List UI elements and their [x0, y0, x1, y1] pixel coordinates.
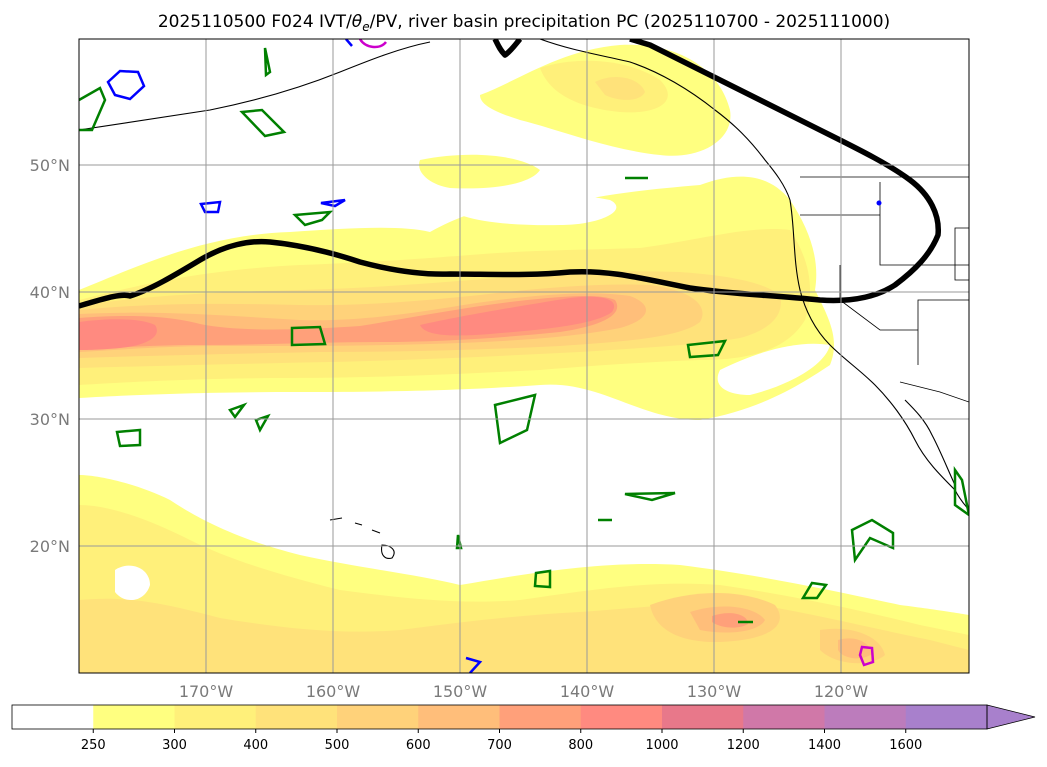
- colorbar-tick-label: 250: [81, 738, 106, 753]
- lon-label-140w: 140°W: [560, 682, 615, 701]
- colorbar-segment: [580, 705, 663, 729]
- ivt-band-north-coast-3: [595, 77, 645, 100]
- ivt-south-700: [712, 613, 748, 628]
- pv-contour: [800, 581, 829, 600]
- theta-contour: [465, 656, 483, 673]
- pv-contour: [290, 325, 327, 347]
- colorbar-tick-label: 800: [568, 738, 593, 753]
- us-state-borders: [800, 182, 969, 365]
- ivt-gap-3: [440, 192, 617, 226]
- ivt-gap-1: [845, 228, 886, 259]
- ivt-band-700: [79, 295, 618, 350]
- colorbar-segment: [255, 705, 338, 729]
- colorbar-tick-label: 1000: [645, 738, 678, 753]
- lon-label-150w: 150°W: [433, 682, 488, 701]
- colorbar-segment: [905, 705, 988, 729]
- lat-label-40n: 40°N: [30, 283, 70, 302]
- theta-contour: [106, 69, 146, 101]
- colorbar: 250 300 400 500 600 700 800 1000 1200 1400 1600: [11, 704, 1036, 753]
- baja-california: [904, 399, 956, 486]
- lat-label-50n: 50°N: [30, 156, 70, 175]
- ivt-band-central-patch: [419, 154, 540, 189]
- pv-contour: [239, 108, 287, 138]
- pv-contour: [493, 393, 537, 445]
- pv-contour: [292, 210, 334, 227]
- colorbar-segment: [418, 705, 500, 729]
- colorbar-tick-label: 400: [243, 738, 268, 753]
- mexico-border: [899, 381, 969, 403]
- latitude-labels: 50°N 40°N 30°N 20°N: [30, 156, 70, 556]
- colorbar-tick-label: 500: [325, 738, 350, 753]
- ivt-shading-south: [79, 475, 969, 673]
- lon-label-160w: 160°W: [306, 682, 361, 701]
- pv-contour: [115, 428, 142, 448]
- theta-contour: [199, 200, 222, 214]
- ivt-band-800: [79, 319, 157, 350]
- pv-contour: [953, 466, 969, 517]
- pv-contour: [850, 518, 895, 564]
- pv-contours: [79, 47, 969, 624]
- map-frame: [78, 38, 970, 674]
- lon-label-130w: 130°W: [687, 682, 742, 701]
- thick-black-contour: [79, 39, 941, 309]
- gridlines: [79, 39, 969, 673]
- ivt-gap-2: [717, 343, 830, 395]
- magenta-contour: [358, 39, 387, 49]
- pv-contour: [254, 413, 271, 433]
- colorbar-segment: [824, 705, 907, 729]
- ivt-shading-north: [79, 44, 886, 420]
- colorbar-extend-arrow: [986, 704, 1036, 730]
- pv-contour: [533, 569, 552, 589]
- pv-contour: [263, 47, 272, 78]
- ivt-south-600-b: [838, 638, 872, 659]
- colorbar-segment: [93, 705, 175, 729]
- colorbar-tick-label: 1600: [889, 738, 922, 753]
- coastlines: [79, 39, 969, 559]
- pv-contour: [686, 339, 728, 359]
- colorbar-segment: [174, 705, 257, 729]
- theta-contour: [345, 39, 353, 47]
- lon-label-170w: 170°W: [179, 682, 234, 701]
- colorbar-segment: [662, 705, 744, 729]
- lat-label-20n: 20°N: [30, 537, 70, 556]
- theta-point: [876, 200, 882, 206]
- lat-label-30n: 30°N: [30, 410, 70, 429]
- magenta-contour: [858, 645, 875, 667]
- lon-label-120w: 120°W: [814, 682, 869, 701]
- pv-contour: [79, 86, 107, 132]
- hawaii-islands: [329, 517, 395, 559]
- pv-contour: [228, 402, 248, 420]
- magenta-contours: [358, 39, 875, 667]
- colorbar-tick-label: 600: [406, 738, 431, 753]
- theta-contours: [106, 39, 882, 673]
- ivt-south-gap-2: [439, 563, 457, 580]
- figure-title: 2025110500 F024 IVT/θe/PV, river basin p…: [158, 12, 890, 34]
- longitude-labels: 170°W 160°W 150°W 140°W 130°W 120°W: [179, 682, 869, 701]
- colorbar-segment: [12, 705, 94, 729]
- ivt-band-800-b: [420, 296, 615, 336]
- ivt-south-gap: [115, 565, 150, 601]
- colorbar-tick-label: 1400: [808, 738, 841, 753]
- colorbar-tick-label: 1200: [727, 738, 760, 753]
- colorbar-segment: [337, 705, 419, 729]
- pv-contour: [624, 491, 676, 502]
- colorbar-tick-label: 300: [162, 738, 187, 753]
- colorbar-tick-label: 700: [487, 738, 512, 753]
- map-panel: [79, 39, 969, 673]
- alaska-coast: [539, 39, 791, 201]
- colorbar-segment: [499, 705, 582, 729]
- alaska-peninsula: [79, 41, 431, 131]
- colorbar-segment: [743, 705, 825, 729]
